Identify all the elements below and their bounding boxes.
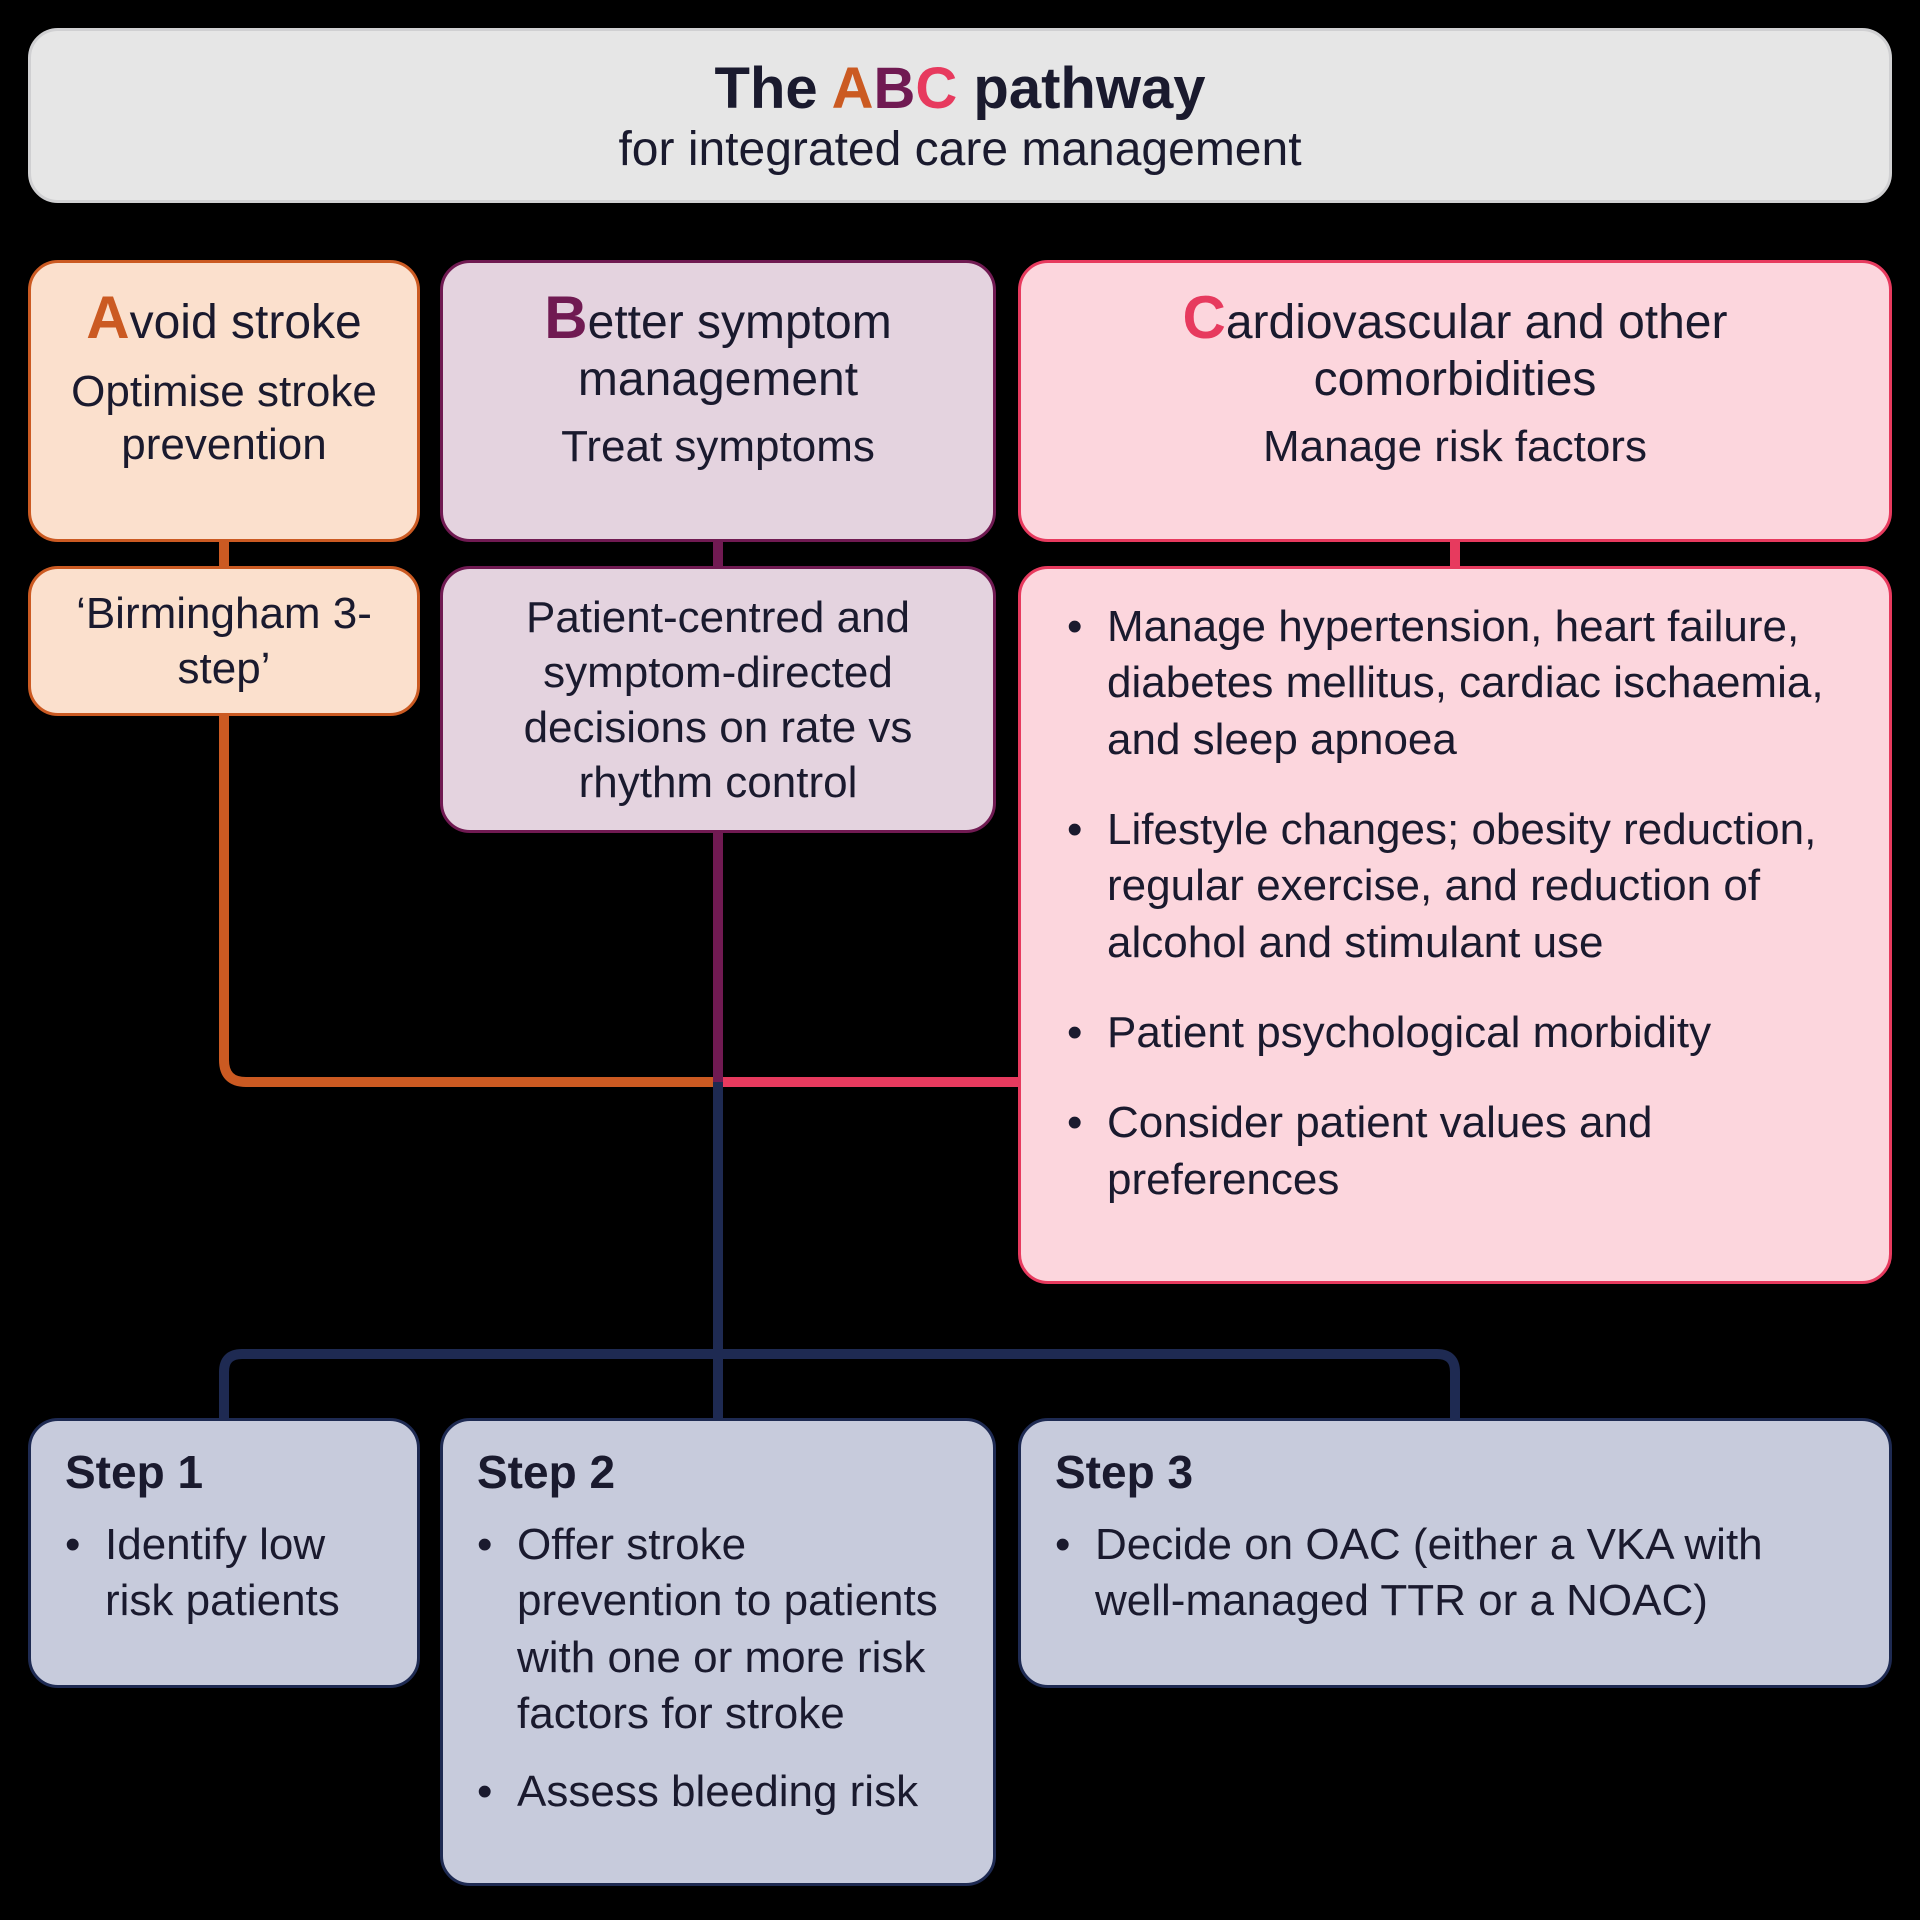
list-item: Consider patient values and preferences — [1067, 1095, 1849, 1208]
step-1-box: Step 1 Identify low risk patients — [28, 1418, 420, 1688]
pillar-b-detail: Patient-centred and symptom-directed dec… — [440, 566, 996, 833]
step-3-box: Step 3 Decide on OAC (either a VKA with … — [1018, 1418, 1892, 1688]
title-subtitle: for integrated care management — [61, 122, 1859, 177]
pillar-a-detail: ‘Birmingham 3-step’ — [28, 566, 420, 716]
title-main: The ABC pathway — [61, 55, 1859, 122]
list-item: Manage hypertension, heart failure, diab… — [1067, 599, 1849, 768]
pillar-b-title: Better symptom management — [473, 283, 963, 407]
title-prefix: The — [715, 56, 832, 121]
pillar-a-rest: void stroke — [130, 296, 362, 349]
pillar-b-letter: B — [544, 284, 587, 351]
list-item: Offer stroke prevention to patients with… — [477, 1517, 963, 1742]
step-1-bullets: Identify low risk patients — [65, 1517, 387, 1630]
pillar-b-header: Better symptom management Treat symptoms — [440, 260, 996, 542]
step-2-box: Step 2 Offer stroke prevention to patien… — [440, 1418, 996, 1886]
pillar-c-rest: ardiovascular and other comorbidities — [1226, 296, 1728, 406]
list-item: Lifestyle changes; obesity reduction, re… — [1067, 802, 1849, 971]
title-box: The ABC pathway for integrated care mana… — [28, 28, 1892, 203]
pillar-a-detail-text: ‘Birmingham 3-step’ — [61, 586, 387, 696]
pillar-a-sub: Optimise stroke prevention — [61, 366, 387, 472]
title-letter-a: A — [832, 56, 874, 121]
step-2-bullets: Offer stroke prevention to patients with… — [477, 1517, 963, 1821]
pillar-a-letter: A — [86, 284, 129, 351]
step-2-head: Step 2 — [477, 1445, 963, 1499]
list-item: Assess bleeding risk — [477, 1764, 963, 1820]
step-3-bullets: Decide on OAC (either a VKA with well-ma… — [1055, 1517, 1859, 1630]
pillar-a-header: Avoid stroke Optimise stroke prevention — [28, 260, 420, 542]
title-suffix: pathway — [957, 56, 1205, 121]
pillar-b-rest: etter symptom management — [578, 296, 892, 406]
list-item: Patient psychological morbidity — [1067, 1005, 1849, 1061]
pillar-c-header: Cardiovascular and other comorbidities M… — [1018, 260, 1892, 542]
pillar-c-sub: Manage risk factors — [1051, 421, 1859, 474]
title-letter-c: C — [915, 56, 957, 121]
pillar-b-sub: Treat symptoms — [473, 421, 963, 474]
list-item: Decide on OAC (either a VKA with well-ma… — [1055, 1517, 1859, 1630]
pillar-c-letter: C — [1183, 284, 1226, 351]
pillar-a-title: Avoid stroke — [61, 283, 387, 352]
pillar-c-bullets: Manage hypertension, heart failure, diab… — [1067, 599, 1849, 1208]
pillar-c-detail: Manage hypertension, heart failure, diab… — [1018, 566, 1892, 1284]
pillar-b-detail-text: Patient-centred and symptom-directed dec… — [473, 590, 963, 810]
step-3-head: Step 3 — [1055, 1445, 1859, 1499]
pillar-c-title: Cardiovascular and other comorbidities — [1051, 283, 1859, 407]
title-letter-b: B — [874, 56, 916, 121]
step-1-head: Step 1 — [65, 1445, 387, 1499]
list-item: Identify low risk patients — [65, 1517, 387, 1630]
